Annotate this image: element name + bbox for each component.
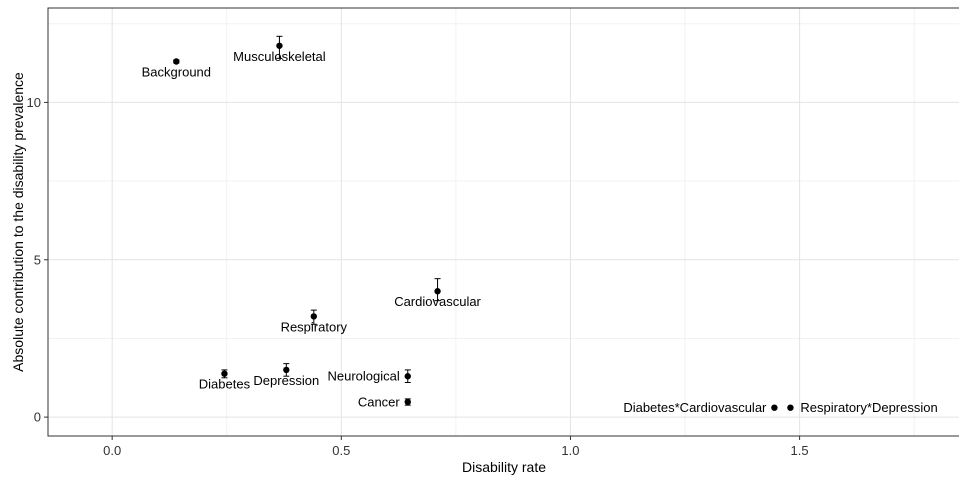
y-tick-label: 0 <box>34 410 41 425</box>
data-point <box>404 398 411 406</box>
data-point-label: Musculoskeletal <box>233 49 326 64</box>
data-point <box>173 58 180 65</box>
x-tick-label: 0.0 <box>103 443 121 458</box>
y-axis-title: Absolute contribution to the disability … <box>10 72 26 372</box>
plot-panel <box>48 8 959 436</box>
x-tick-label: 1.0 <box>561 443 579 458</box>
plot-border <box>47 7 959 437</box>
y-tick-label: 10 <box>27 95 41 110</box>
y-tick-label: 5 <box>34 252 41 267</box>
x-tick-label: 1.5 <box>791 443 809 458</box>
data-point <box>771 404 778 411</box>
data-point-label: Depression <box>253 373 319 388</box>
data-point-label: Background <box>142 65 211 80</box>
data-point <box>310 313 318 320</box>
data-point-group: Neurological <box>327 369 411 384</box>
data-point-group: Diabetes*Cardiovascular <box>623 400 778 415</box>
axis-ticks: 0.0 0.5 1.0 1.5 0 5 10 <box>27 95 809 458</box>
data-point-group: Cardiovascular <box>394 278 482 309</box>
data-point-label: Neurological <box>327 369 399 384</box>
data-point-group: Musculoskeletal <box>233 35 326 64</box>
x-tick-label: 0.5 <box>332 443 350 458</box>
x-axis-title: Disability rate <box>462 459 546 475</box>
data-point-group: Depression <box>253 363 319 388</box>
data-point-label: Diabetes*Cardiovascular <box>623 400 767 415</box>
data-point-label: Diabetes <box>199 377 251 392</box>
data-point <box>404 373 411 380</box>
minor-grid <box>48 8 959 436</box>
data-point <box>283 366 290 374</box>
data-point-label: Respiratory <box>281 319 348 334</box>
data-point-group: Cancer <box>358 395 411 410</box>
data-point <box>434 288 441 295</box>
data-point-group: Diabetes <box>199 369 251 392</box>
data-point-label: Cancer <box>358 395 401 410</box>
data-point <box>276 42 283 49</box>
data-point-group: Respiratory*Depression <box>787 400 938 415</box>
data-marks: Background Musculoskeletal Cardiovascular R… <box>142 35 938 415</box>
data-point <box>787 404 794 411</box>
data-point <box>221 370 228 377</box>
data-point-group: Background <box>142 58 211 80</box>
major-grid <box>48 8 959 436</box>
data-point-label: Cardiovascular <box>394 294 481 309</box>
data-point-group: Respiratory <box>281 309 348 334</box>
data-point-label: Respiratory*Depression <box>800 400 937 415</box>
